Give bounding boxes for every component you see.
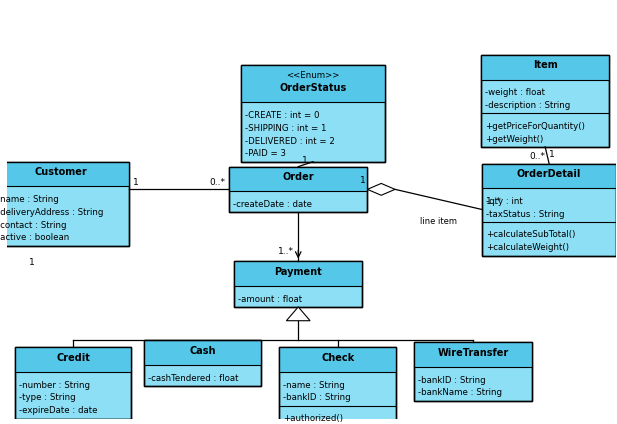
Bar xyxy=(229,167,367,212)
Text: <<Enum>>: <<Enum>> xyxy=(286,71,340,80)
Bar xyxy=(234,262,362,307)
Text: -amount : float: -amount : float xyxy=(238,295,302,304)
Text: Payment: Payment xyxy=(275,267,322,277)
Text: 1..*: 1..* xyxy=(278,246,294,256)
Text: -name : String: -name : String xyxy=(283,380,345,390)
Bar xyxy=(482,164,616,188)
Bar xyxy=(482,164,616,256)
Text: Item: Item xyxy=(533,61,558,70)
Text: 1: 1 xyxy=(360,176,365,185)
Bar xyxy=(481,55,610,147)
Text: -qty : int: -qty : int xyxy=(486,197,523,206)
Text: -bankID : String: -bankID : String xyxy=(283,393,351,402)
Text: Cash: Cash xyxy=(189,346,216,356)
Text: -type : String: -type : String xyxy=(19,393,75,402)
Bar xyxy=(482,164,616,256)
Text: Check: Check xyxy=(321,353,354,363)
Text: -weight : float: -weight : float xyxy=(485,88,545,97)
Text: +getPriceForQuantity(): +getPriceForQuantity() xyxy=(485,122,585,131)
Text: 0..*: 0..* xyxy=(529,152,545,161)
Text: 1: 1 xyxy=(302,156,308,165)
Bar xyxy=(15,347,131,372)
Bar xyxy=(144,340,261,386)
Bar xyxy=(414,343,532,401)
Text: OrderStatus: OrderStatus xyxy=(280,83,347,93)
Bar xyxy=(0,162,130,245)
Text: 1: 1 xyxy=(28,257,35,267)
Bar xyxy=(15,347,131,418)
Text: WireTransfer: WireTransfer xyxy=(437,348,508,358)
Text: OrderDetail: OrderDetail xyxy=(517,169,581,179)
Text: -DELIVERED : int = 2: -DELIVERED : int = 2 xyxy=(246,137,335,145)
Text: Customer: Customer xyxy=(35,167,88,177)
Text: -deliveryAddress : String: -deliveryAddress : String xyxy=(0,208,104,217)
Text: +getWeight(): +getWeight() xyxy=(485,134,543,144)
Text: -bankID : String: -bankID : String xyxy=(418,376,486,385)
Text: -createDate : date: -createDate : date xyxy=(233,200,312,209)
Text: Order: Order xyxy=(283,172,314,182)
Bar xyxy=(481,55,610,147)
Text: -bankName : String: -bankName : String xyxy=(418,388,502,397)
Bar xyxy=(280,347,396,424)
Polygon shape xyxy=(367,184,395,195)
Text: -taxStatus : String: -taxStatus : String xyxy=(486,209,565,219)
Bar xyxy=(241,65,384,162)
Text: -description : String: -description : String xyxy=(485,101,570,110)
Bar xyxy=(15,347,131,418)
Text: -SHIPPING : int = 1: -SHIPPING : int = 1 xyxy=(246,124,327,133)
Bar xyxy=(280,347,396,372)
Text: -cashTendered : float: -cashTendered : float xyxy=(148,374,239,382)
Bar xyxy=(481,55,610,80)
Bar xyxy=(144,340,261,365)
Text: 1..*: 1..* xyxy=(486,197,502,206)
Bar xyxy=(241,65,384,162)
Bar xyxy=(0,162,130,245)
Text: 1: 1 xyxy=(549,150,555,159)
Bar xyxy=(241,65,384,103)
Bar xyxy=(234,262,362,307)
Text: line item: line item xyxy=(420,217,457,226)
Bar xyxy=(234,262,362,286)
Bar xyxy=(229,167,367,212)
Bar xyxy=(229,167,367,191)
Text: +authorized(): +authorized() xyxy=(283,414,344,423)
Bar xyxy=(414,343,532,401)
Text: -active : boolean: -active : boolean xyxy=(0,233,69,243)
Text: 0..*: 0..* xyxy=(209,179,225,187)
Text: Credit: Credit xyxy=(56,353,90,363)
Bar xyxy=(414,343,532,367)
Bar xyxy=(280,347,396,424)
Text: -PAID = 3: -PAID = 3 xyxy=(246,149,286,159)
Polygon shape xyxy=(286,307,310,321)
Text: -expireDate : date: -expireDate : date xyxy=(19,406,97,415)
Text: +calculateSubTotal(): +calculateSubTotal() xyxy=(486,230,576,240)
Text: -contact : String: -contact : String xyxy=(0,220,67,229)
Text: -CREATE : int = 0: -CREATE : int = 0 xyxy=(246,111,320,120)
Bar xyxy=(0,162,130,187)
Bar xyxy=(144,340,261,386)
Text: -name : String: -name : String xyxy=(0,195,59,204)
Text: -number : String: -number : String xyxy=(19,380,89,390)
Text: 1: 1 xyxy=(133,179,139,187)
Text: +calculateWeight(): +calculateWeight() xyxy=(486,243,569,252)
